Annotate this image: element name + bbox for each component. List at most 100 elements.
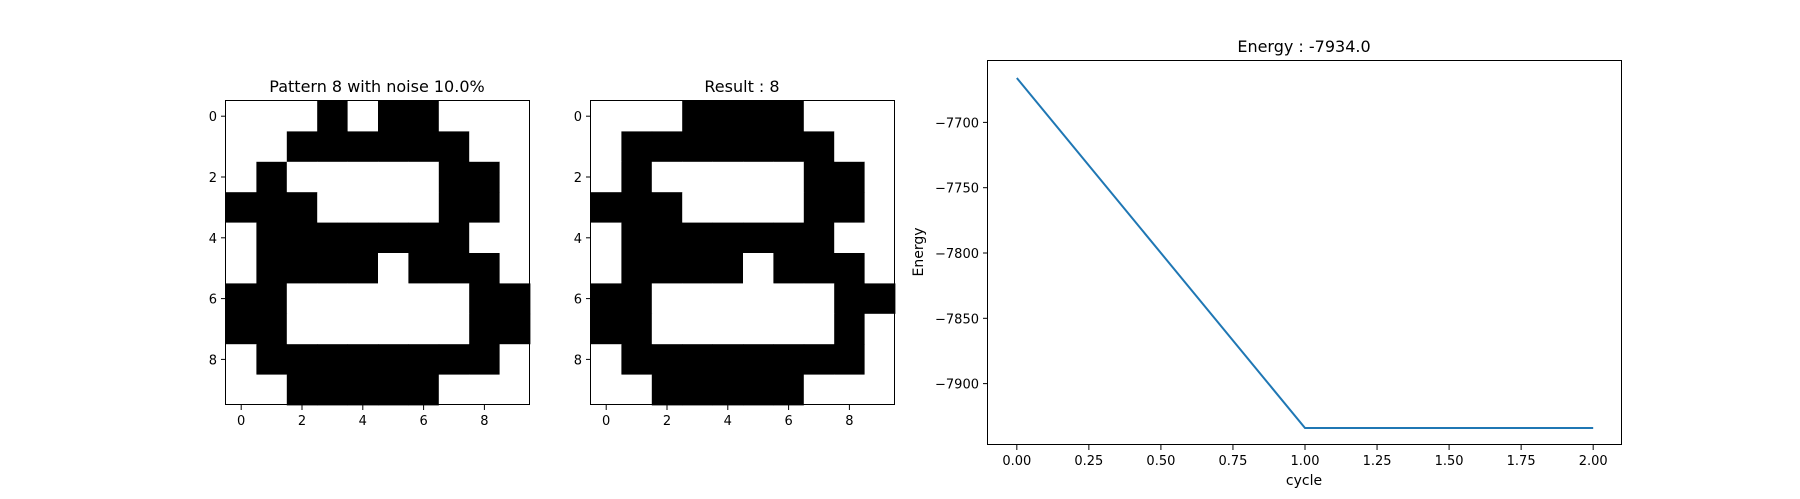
result-pattern-x-tick-label: 6 <box>784 414 792 429</box>
noisy-pattern-cell <box>469 253 500 284</box>
result-pattern-cell <box>682 161 713 193</box>
result-pattern-cell <box>864 131 896 163</box>
result-pattern-cell <box>651 161 683 193</box>
result-pattern-cell <box>834 192 865 223</box>
result-pattern-cell <box>864 101 896 132</box>
noisy-pattern-cell <box>317 131 348 163</box>
noisy-pattern-cell <box>226 313 257 345</box>
noisy-pattern-cell <box>469 101 500 132</box>
noisy-pattern-cell <box>438 344 470 375</box>
noisy-pattern-title: Pattern 8 with noise 10.0% <box>269 77 484 96</box>
noisy-pattern-cell <box>347 344 379 375</box>
result-pattern-cell <box>864 374 896 406</box>
noisy-pattern-cell <box>499 131 531 163</box>
noisy-pattern-cell <box>256 222 288 254</box>
result-pattern-cell <box>803 131 835 163</box>
result-pattern-cell <box>712 131 744 163</box>
noisy-pattern-cell <box>226 131 257 163</box>
noisy-pattern-cell <box>226 374 257 406</box>
noisy-pattern-cell <box>286 374 318 406</box>
noisy-pattern-x-tick-label: 2 <box>298 414 306 429</box>
result-pattern-cell <box>834 374 865 406</box>
noisy-pattern-cell <box>347 222 379 254</box>
energy-x-tick-label: 1.25 <box>1363 454 1392 469</box>
result-pattern-cell <box>591 101 622 132</box>
result-pattern-cell <box>773 222 805 254</box>
noisy-pattern-cell <box>317 283 348 315</box>
result-pattern-cell <box>682 253 713 284</box>
result-pattern-cell <box>591 374 622 406</box>
result-pattern-cell <box>591 222 622 254</box>
noisy-pattern-cell <box>469 374 500 406</box>
noisy-pattern-cell <box>347 101 379 132</box>
noisy-pattern-y-tick-label: 8 <box>209 353 217 368</box>
energy-panel: Energy : -7934.0 0.00 0.25 0.50 0.75 1.00 1.2… <box>911 37 1622 489</box>
noisy-pattern-cell <box>378 374 409 406</box>
energy-y-tick-label: −7700 <box>935 116 979 131</box>
noisy-pattern-cell <box>226 101 257 132</box>
noisy-pattern-cell <box>378 313 409 345</box>
result-pattern-cell <box>834 313 865 345</box>
result-pattern-cell <box>834 101 865 132</box>
result-pattern-cell <box>712 374 744 406</box>
result-pattern-title: Result : 8 <box>704 77 779 96</box>
result-pattern-cell <box>864 344 896 375</box>
result-pattern-cell <box>621 374 653 406</box>
noisy-pattern-cell <box>286 131 318 163</box>
energy-y-axis-label: Energy <box>911 227 927 276</box>
result-pattern-cell <box>864 222 896 254</box>
energy-y-tick-label: −7800 <box>935 247 979 262</box>
noisy-pattern-cell <box>317 344 348 375</box>
energy-series-group <box>1016 77 1594 430</box>
result-pattern-cell <box>712 283 744 315</box>
noisy-pattern-cell <box>378 131 409 163</box>
result-pattern-cell <box>773 192 805 223</box>
noisy-pattern-cell <box>438 222 470 254</box>
result-pattern-cell <box>864 253 896 284</box>
result-pattern-cell <box>864 283 896 315</box>
noisy-pattern-cell <box>256 253 288 284</box>
result-pattern-y-ticks: 0 2 4 6 8 <box>574 110 591 368</box>
noisy-pattern-y-ticks: 0 2 4 6 8 <box>209 110 226 368</box>
energy-x-tick-label: 0.00 <box>1002 454 1031 469</box>
noisy-pattern-cell <box>226 283 257 315</box>
result-pattern-cell <box>743 192 774 223</box>
noisy-pattern-cell <box>438 131 470 163</box>
result-pattern-cell <box>712 222 744 254</box>
result-pattern-cell <box>682 192 713 223</box>
result-pattern-cell <box>591 161 622 193</box>
noisy-pattern-cell <box>469 313 500 345</box>
noisy-pattern-cell <box>378 101 409 132</box>
result-pattern-cell <box>773 253 805 284</box>
noisy-pattern-y-tick-label: 0 <box>209 110 217 125</box>
noisy-pattern-cell <box>438 374 470 406</box>
noisy-pattern-cell <box>317 313 348 345</box>
result-pattern-y-tick-label: 0 <box>574 110 582 125</box>
energy-y-tick-label: −7750 <box>935 182 979 197</box>
result-pattern-cell <box>803 374 835 406</box>
result-pattern-cell <box>803 192 835 223</box>
noisy-pattern-cell <box>347 192 379 223</box>
result-pattern-cell <box>712 344 744 375</box>
noisy-pattern-cell <box>408 161 440 193</box>
noisy-pattern-frame <box>225 100 530 405</box>
result-pattern-cell <box>591 131 622 163</box>
noisy-pattern-cell <box>378 253 409 284</box>
noisy-pattern-cell <box>378 192 409 223</box>
noisy-pattern-cell <box>499 101 531 132</box>
noisy-pattern-cell <box>317 374 348 406</box>
noisy-pattern-x-tick-label: 6 <box>419 414 427 429</box>
result-pattern-cell <box>621 192 653 223</box>
noisy-pattern-cell <box>499 313 531 345</box>
noisy-pattern-cell <box>378 283 409 315</box>
result-pattern-cell <box>591 313 622 345</box>
result-pattern-cell <box>621 222 653 254</box>
noisy-pattern-cell <box>499 253 531 284</box>
noisy-pattern-cell <box>347 253 379 284</box>
noisy-pattern-cell <box>469 131 500 163</box>
noisy-pattern-cell <box>408 131 440 163</box>
result-pattern-cell <box>803 253 835 284</box>
result-pattern-panel: Result : 8 0 2 4 6 8 0 2 4 6 8 <box>574 77 896 429</box>
result-pattern-cell <box>773 101 805 132</box>
result-pattern-cell <box>743 161 774 193</box>
